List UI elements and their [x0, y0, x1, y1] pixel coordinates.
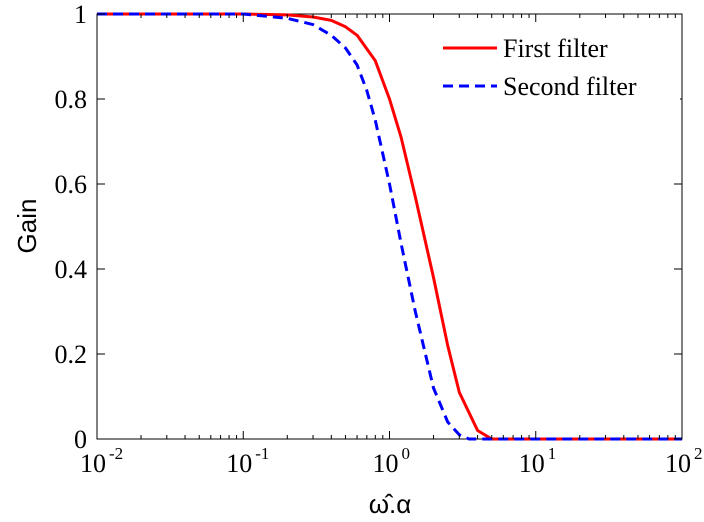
- x-tick-exponent: -2: [109, 444, 123, 463]
- x-tick-label: 10: [226, 449, 252, 478]
- legend-label-second-filter: Second filter: [503, 72, 637, 101]
- x-tick-exponent: 0: [402, 444, 411, 463]
- y-tick-label: 0.8: [55, 85, 88, 114]
- y-tick-label: 1: [74, 0, 87, 29]
- legend: First filter Second filter: [424, 26, 680, 102]
- y-tick-label: 0.2: [55, 340, 88, 369]
- x-tick-label: 10: [665, 449, 691, 478]
- x-tick-exponent: 2: [694, 444, 703, 463]
- x-axis-label: ω̂.α: [369, 489, 412, 519]
- x-tick-exponent: -1: [255, 444, 269, 463]
- x-tick-label: 10: [373, 449, 399, 478]
- y-tick-label: 0: [74, 425, 87, 454]
- x-tick-label: 10: [80, 449, 106, 478]
- legend-label-first-filter: First filter: [503, 34, 608, 63]
- x-tick-label: 10: [519, 449, 545, 478]
- y-axis-label: Gain: [12, 199, 42, 254]
- x-tick-exponent: 1: [548, 444, 557, 463]
- x-axis: 10 -2 10 -1 10 0 10 1 10 2: [80, 14, 703, 478]
- legend-box: [424, 26, 680, 102]
- y-tick-label: 0.4: [55, 255, 88, 284]
- series-line-second-filter: [97, 12, 682, 441]
- y-axis: 0 0.2 0.4 0.6 0.8 1: [55, 0, 682, 454]
- y-tick-label: 0.6: [55, 170, 88, 199]
